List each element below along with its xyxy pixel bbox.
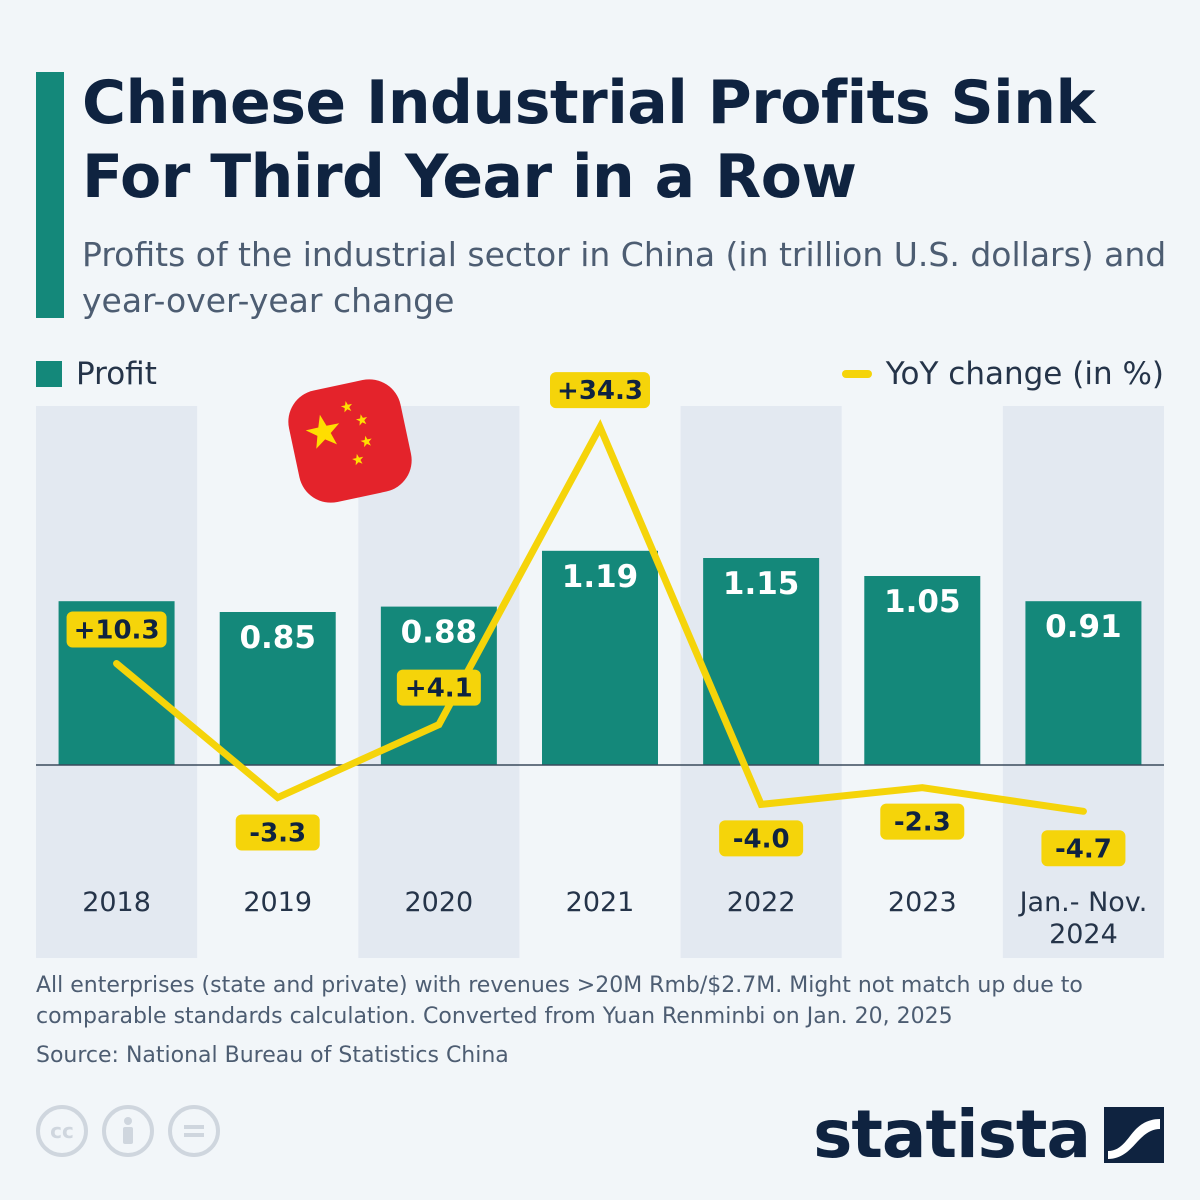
profit-value-label: 1.19	[562, 559, 639, 595]
yoy-value-label: -2.3	[894, 808, 951, 838]
no-derivatives-icon[interactable]	[168, 1105, 220, 1157]
yoy-value-label: -4.7	[1055, 834, 1112, 864]
yoy-badge	[396, 669, 481, 706]
legend-profit: Profit	[36, 354, 157, 394]
legend-profit-swatch	[36, 361, 62, 387]
yoy-line	[113, 419, 1087, 815]
profit-bar	[1025, 601, 1142, 765]
title-accent-bar	[36, 72, 64, 318]
attribution-icon[interactable]	[102, 1105, 154, 1157]
category-label: 2021	[566, 887, 635, 918]
profit-value-label: 0.85	[239, 620, 316, 656]
profit-value-label: 1.05	[884, 584, 961, 620]
yoy-value-label: +10.3	[74, 616, 160, 646]
statista-logo-icon	[1104, 1106, 1164, 1163]
category-label: Jan.- Nov.	[1018, 887, 1148, 918]
category-label: 2022	[727, 887, 796, 918]
profit-value-label: 1.15	[723, 566, 800, 602]
cc-icon[interactable]: cc	[36, 1105, 88, 1157]
category-label: 2023	[888, 887, 957, 918]
yoy-badge	[66, 611, 167, 648]
legend-yoy-label: YoY change (in %)	[885, 356, 1164, 392]
flag-large-star	[305, 414, 340, 449]
chart-title: Chinese Industrial Profits Sink For Thir…	[82, 68, 1095, 212]
legend-yoy: YoY change (in %)	[841, 354, 1164, 394]
flag-small-star	[360, 435, 372, 448]
brand-name: statista	[813, 1096, 1091, 1173]
footnote: All enterprises (state and private) with…	[36, 973, 1083, 1029]
source-note: Source: National Bureau of Statistics Ch…	[36, 1043, 509, 1068]
license-icons: cc	[36, 1105, 220, 1157]
yoy-badge	[550, 372, 650, 409]
flag-background	[288, 379, 412, 503]
legend-profit-label: Profit	[76, 356, 157, 392]
category-label: 2020	[404, 887, 473, 918]
category-label: 2018	[82, 887, 151, 918]
flag-small-star	[352, 453, 364, 466]
chart-subtitle: Profits of the industrial sector in Chin…	[82, 235, 1167, 320]
flag-small-star	[355, 414, 368, 426]
yoy-badge	[880, 803, 965, 840]
yoy-badge	[235, 814, 320, 851]
statista-brand[interactable]: statista	[813, 1096, 1164, 1173]
legend-yoy-swatch	[841, 370, 872, 378]
profit-bar	[703, 558, 820, 765]
flag-small-star	[340, 401, 353, 413]
profit-value-label: 0.88	[401, 615, 478, 651]
category-label: 2019	[243, 887, 312, 918]
yoy-value-label: -4.0	[733, 824, 790, 854]
profit-bar	[219, 612, 336, 765]
category-label: 2024	[1049, 919, 1118, 950]
yoy-badge	[719, 820, 804, 857]
china-flag-icon	[288, 379, 412, 503]
profit-bar	[864, 576, 981, 765]
profit-bar	[542, 550, 658, 765]
yoy-value-label: -3.3	[249, 819, 306, 849]
profit-value-label: 0.91	[1045, 609, 1122, 645]
yoy-value-label: +4.1	[405, 674, 473, 704]
yoy-value-label: +34.3	[557, 376, 643, 406]
yoy-badge	[1041, 830, 1126, 867]
